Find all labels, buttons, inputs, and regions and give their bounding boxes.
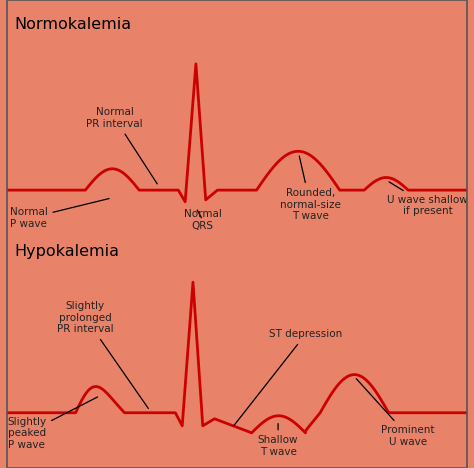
Text: U wave shallow
if present: U wave shallow if present (387, 182, 468, 216)
Text: Slightly
prolonged
PR interval: Slightly prolonged PR interval (57, 301, 148, 409)
Text: Slightly
peaked
P wave: Slightly peaked P wave (7, 397, 98, 450)
Text: ST depression: ST depression (234, 329, 342, 425)
Text: Normal
QRS: Normal QRS (184, 209, 222, 231)
Text: Normal
PR interval: Normal PR interval (86, 107, 157, 184)
Text: Normokalemia: Normokalemia (14, 17, 131, 32)
Text: Normal
P wave: Normal P wave (9, 198, 109, 229)
Text: Shallow
T wave: Shallow T wave (258, 424, 298, 457)
Text: Rounded,
normal-size
T wave: Rounded, normal-size T wave (280, 156, 341, 221)
Text: Prominent
U wave: Prominent U wave (356, 379, 435, 447)
Text: Hypokalemia: Hypokalemia (14, 244, 119, 259)
